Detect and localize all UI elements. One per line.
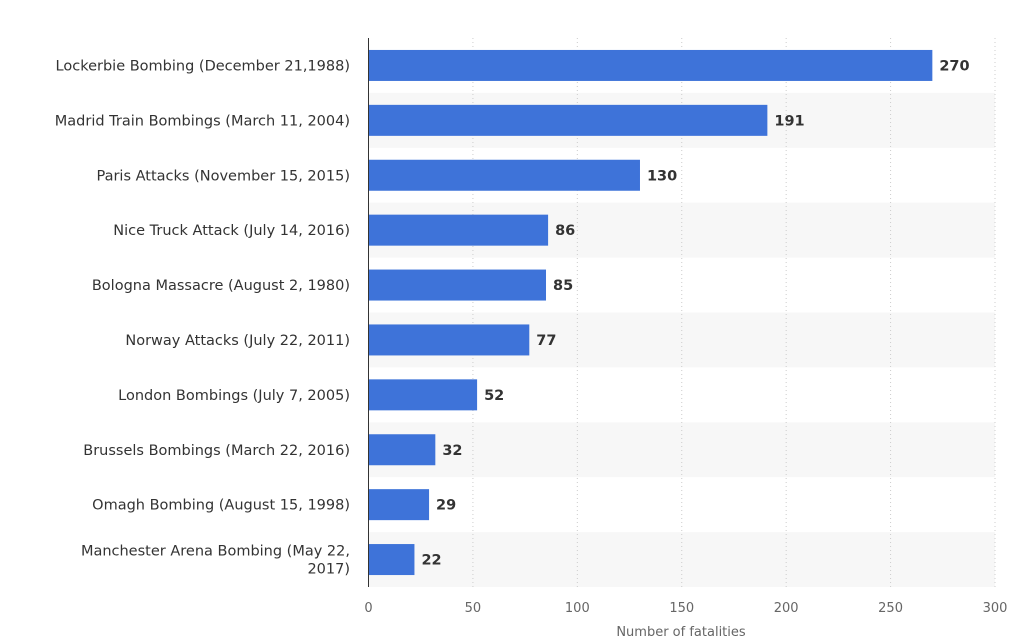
- category-label: Bologna Massacre (August 2, 1980): [92, 278, 350, 294]
- category-label-line: Lockerbie Bombing (December 21,1988): [56, 58, 350, 74]
- bar: [368, 544, 415, 576]
- value-label: 86: [555, 223, 575, 239]
- bar: [368, 269, 547, 301]
- category-label-line: Norway Attacks (July 22, 2011): [125, 333, 350, 349]
- category-label: Manchester Arena Bombing (May 22, 2017): [81, 544, 350, 578]
- bar: [368, 214, 549, 246]
- x-tick-label: 0: [364, 601, 372, 616]
- category-label: Norway Attacks (July 22, 2011): [125, 333, 350, 349]
- category-label: London Bombings (July 7, 2005): [118, 388, 350, 404]
- value-label: 22: [421, 553, 441, 569]
- bar: [368, 49, 933, 81]
- x-axis-title: Number of fatalities: [616, 625, 746, 637]
- x-tick-label: 50: [465, 601, 482, 616]
- category-label-line: Paris Attacks (November 15, 2015): [96, 168, 350, 184]
- bar: [368, 489, 430, 521]
- category-label: Omagh Bombing (August 15, 1998): [92, 498, 350, 514]
- bar: [368, 379, 478, 411]
- bar: [368, 434, 436, 466]
- category-label: Paris Attacks (November 15, 2015): [96, 168, 350, 184]
- category-label-line: Bologna Massacre (August 2, 1980): [92, 278, 350, 294]
- x-tick-label: 150: [669, 601, 694, 616]
- category-label-line: London Bombings (July 7, 2005): [118, 388, 350, 404]
- value-label: 29: [436, 498, 456, 514]
- category-label: Brussels Bombings (March 22, 2016): [83, 443, 350, 459]
- category-label-line: 2017): [307, 562, 350, 578]
- value-label: 52: [484, 388, 504, 404]
- value-label: 77: [536, 333, 556, 349]
- category-label-line: Omagh Bombing (August 15, 1998): [92, 498, 350, 514]
- value-labels: 270 191 130 86 85 77 52 32 29 22: [421, 58, 969, 568]
- row-band: [368, 532, 995, 587]
- category-labels: Lockerbie Bombing (December 21,1988) Madr…: [55, 58, 350, 577]
- category-label-line: Nice Truck Attack (July 14, 2016): [113, 223, 350, 239]
- x-tick-labels: 0 50 100 150 200 250 300: [364, 601, 1007, 616]
- bar: [368, 104, 768, 136]
- x-tick-label: 300: [983, 601, 1008, 616]
- category-label: Nice Truck Attack (July 14, 2016): [113, 223, 350, 239]
- x-tick-label: 100: [565, 601, 590, 616]
- category-label-line: Manchester Arena Bombing (May 22,: [81, 544, 350, 560]
- value-label: 85: [553, 278, 573, 294]
- x-tick-label: 250: [878, 601, 903, 616]
- row-band: [368, 422, 995, 478]
- bar: [368, 324, 530, 356]
- value-label: 191: [774, 113, 804, 129]
- bars: [368, 49, 933, 576]
- category-label: Lockerbie Bombing (December 21,1988): [56, 58, 350, 74]
- category-label-line: Madrid Train Bombings (March 11, 2004): [55, 113, 350, 129]
- value-label: 32: [442, 443, 462, 459]
- value-label: 270: [939, 58, 969, 74]
- category-label-line: Brussels Bombings (March 22, 2016): [83, 443, 350, 459]
- category-label: Madrid Train Bombings (March 11, 2004): [55, 113, 350, 129]
- x-tick-label: 200: [774, 601, 799, 616]
- value-label: 130: [647, 168, 677, 184]
- bar: [368, 159, 640, 191]
